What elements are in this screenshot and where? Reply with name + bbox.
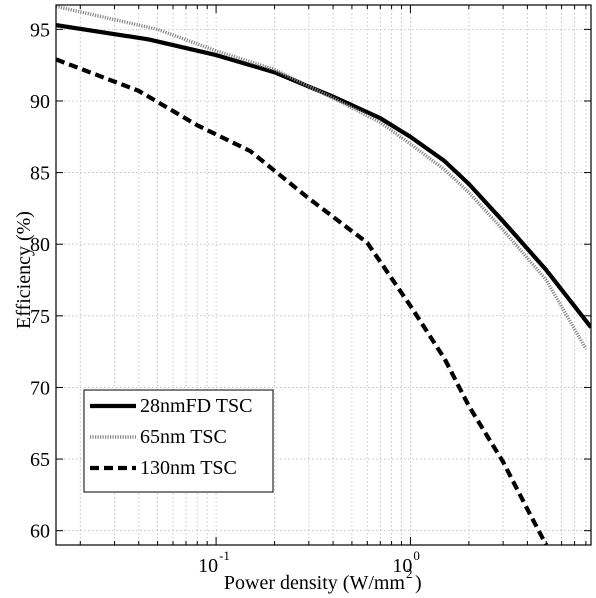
y-tick-label: 90 bbox=[30, 91, 50, 113]
y-tick-label: 95 bbox=[30, 19, 50, 41]
x-axis-label-close: ) bbox=[415, 572, 422, 594]
x-tick-label-exponent: -1 bbox=[219, 548, 230, 563]
series-line-65nm-tsc bbox=[56, 5, 588, 350]
legend-label: 28nmFD TSC bbox=[140, 395, 252, 417]
x-axis-label-superscript: 2 bbox=[406, 566, 413, 581]
ticks bbox=[56, 5, 591, 545]
x-tick-label-base: 10 bbox=[392, 555, 412, 577]
y-axis-label: Efficiency (%) bbox=[13, 211, 35, 329]
legend-label: 130nm TSC bbox=[140, 457, 237, 479]
y-tick-label: 80 bbox=[30, 234, 50, 256]
series-lines bbox=[56, 5, 591, 545]
series-line-28nmfd-tsc bbox=[56, 23, 591, 329]
legend: 28nmFD TSC 65nm TSC 130nm TSC bbox=[83, 389, 274, 493]
y-tick-label: 75 bbox=[30, 306, 50, 328]
series-line-130nm-tsc bbox=[56, 57, 549, 545]
x-axis-label: Power density (W/mm bbox=[224, 572, 406, 594]
y-tick-label: 70 bbox=[30, 377, 50, 399]
x-tick-label-exponent: 0 bbox=[413, 548, 420, 563]
y-tick-label: 85 bbox=[30, 163, 50, 185]
y-tick-label: 60 bbox=[30, 521, 50, 543]
plot-frame bbox=[55, 4, 592, 546]
y-tick-label: 65 bbox=[30, 449, 50, 471]
legend-label: 65nm TSC bbox=[140, 426, 227, 448]
x-tick-label-base: 10 bbox=[198, 555, 218, 577]
